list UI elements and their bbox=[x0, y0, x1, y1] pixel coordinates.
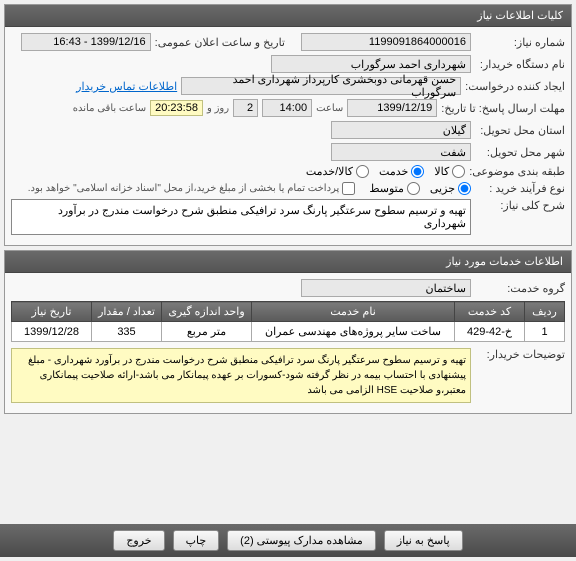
remaining-suffix: ساعت باقی مانده bbox=[73, 103, 146, 114]
payment-checkbox-item[interactable]: پرداخت تمام یا بخشی از مبلغ خرید،از محل … bbox=[28, 182, 356, 195]
services-panel-header: اطلاعات خدمات مورد نیاز bbox=[5, 251, 571, 273]
city-value: شفت bbox=[331, 143, 471, 161]
radio-partial-label: جزیی bbox=[430, 182, 455, 195]
need-number-label: شماره نیاز: bbox=[475, 36, 565, 49]
creator-label: ایجاد کننده درخواست: bbox=[465, 80, 565, 93]
th-qty: تعداد / مقدار bbox=[92, 302, 162, 322]
table-cell-unit: متر مربع bbox=[162, 322, 252, 342]
general-desc-label: شرح کلی نیاز: bbox=[475, 199, 565, 212]
purchase-type-label: نوع فرآیند خرید : bbox=[475, 182, 565, 195]
info-panel: کلیات اطلاعات نیاز شماره نیاز: 119909186… bbox=[4, 4, 572, 246]
buyer-notes-label: توضیحات خریدار: bbox=[475, 348, 565, 361]
general-desc-value: تهیه و ترسیم سطوح سرعتگیر پارنگ سرد تراف… bbox=[11, 199, 471, 235]
services-table: ردیف کد خدمت نام خدمت واحد اندازه گیری ت… bbox=[11, 301, 565, 342]
radio-services[interactable]: خدمت bbox=[379, 165, 424, 178]
deadline-time: 14:00 bbox=[262, 99, 312, 117]
radio-goods[interactable]: کالا bbox=[434, 165, 465, 178]
bottom-bar: پاسخ به نیاز مشاهده مدارک پیوستی (2) چاپ… bbox=[0, 524, 576, 557]
radio-goods-services-input[interactable] bbox=[356, 165, 369, 178]
time-label-1: ساعت bbox=[316, 103, 343, 114]
table-cell-row: 1 bbox=[525, 322, 565, 342]
radio-partial-input[interactable] bbox=[458, 182, 471, 195]
th-unit: واحد اندازه گیری bbox=[162, 302, 252, 322]
radio-goods-input[interactable] bbox=[452, 165, 465, 178]
radio-medium-label: متوسط bbox=[369, 182, 404, 195]
province-value: گیلان bbox=[331, 121, 471, 139]
table-cell-code: خ-42-429 bbox=[455, 322, 525, 342]
radio-goods-services-label: کالا/خدمت bbox=[306, 165, 353, 178]
buyer-notes-value: تهیه و ترسیم سطوح سرعتگیر پارنگ سرد تراف… bbox=[11, 348, 471, 403]
table-row[interactable]: 1خ-42-429ساخت سایر پروژه‌های مهندسی عمرا… bbox=[12, 322, 565, 342]
th-name: نام خدمت bbox=[252, 302, 455, 322]
table-cell-date: 1399/12/28 bbox=[12, 322, 92, 342]
remaining-days: 2 bbox=[233, 99, 258, 117]
th-row: ردیف bbox=[525, 302, 565, 322]
categories-radio-group: کالا خدمت کالا/خدمت bbox=[306, 165, 465, 178]
payment-checkbox[interactable] bbox=[342, 182, 355, 195]
print-button[interactable]: چاپ bbox=[173, 530, 220, 551]
info-panel-header: کلیات اطلاعات نیاز bbox=[5, 5, 571, 27]
org-name-label: نام دستگاه خریدار: bbox=[475, 58, 565, 71]
province-label: استان محل تحویل: bbox=[475, 124, 565, 137]
respond-button[interactable]: پاسخ به نیاز bbox=[384, 530, 463, 551]
attachments-button[interactable]: مشاهده مدارک پیوستی (2) bbox=[227, 530, 376, 551]
radio-services-label: خدمت bbox=[379, 165, 408, 178]
deadline-date: 1399/12/19 bbox=[347, 99, 437, 117]
table-header-row: ردیف کد خدمت نام خدمت واحد اندازه گیری ت… bbox=[12, 302, 565, 322]
payment-note: پرداخت تمام یا بخشی از مبلغ خرید،از محل … bbox=[28, 183, 340, 194]
radio-medium-input[interactable] bbox=[407, 182, 420, 195]
contact-link[interactable]: اطلاعات تماس خریدار bbox=[76, 80, 177, 93]
radio-partial[interactable]: جزیی bbox=[430, 182, 471, 195]
radio-medium[interactable]: متوسط bbox=[369, 182, 420, 195]
creator-value: حسن قهرمانی دوبخشری کارپرداز شهرداری احم… bbox=[181, 77, 461, 95]
categories-label: طبقه بندی موضوعی: bbox=[469, 165, 565, 178]
exit-button[interactable]: خروج bbox=[113, 530, 164, 551]
services-panel: اطلاعات خدمات مورد نیاز گروه خدمت: ساختم… bbox=[4, 250, 572, 414]
org-name-value: شهرداری احمد سرگوراب bbox=[271, 55, 471, 73]
remaining-time: 20:23:58 bbox=[150, 100, 203, 116]
city-label: شهر محل تحویل: bbox=[475, 146, 565, 159]
days-and-label: روز و bbox=[207, 103, 229, 114]
radio-goods-label: کالا bbox=[434, 165, 449, 178]
need-number-value: 1199091864000016 bbox=[301, 33, 471, 51]
service-group-value: ساختمان bbox=[301, 279, 471, 297]
table-cell-qty: 335 bbox=[92, 322, 162, 342]
th-date: تاریخ نیاز bbox=[12, 302, 92, 322]
public-date-value: 1399/12/16 - 16:43 bbox=[21, 33, 151, 51]
public-date-label: تاریخ و ساعت اعلان عمومی: bbox=[155, 36, 285, 49]
service-group-label: گروه خدمت: bbox=[475, 282, 565, 295]
services-panel-body: گروه خدمت: ساختمان ردیف کد خدمت نام خدمت… bbox=[5, 273, 571, 413]
info-panel-body: شماره نیاز: 1199091864000016 تاریخ و ساع… bbox=[5, 27, 571, 245]
table-cell-name: ساخت سایر پروژه‌های مهندسی عمران bbox=[252, 322, 455, 342]
radio-goods-services[interactable]: کالا/خدمت bbox=[306, 165, 369, 178]
purchase-radio-group: جزیی متوسط bbox=[369, 182, 471, 195]
th-code: کد خدمت bbox=[455, 302, 525, 322]
radio-services-input[interactable] bbox=[411, 165, 424, 178]
deadline-label: مهلت ارسال پاسخ: تا تاریخ: bbox=[441, 102, 565, 115]
